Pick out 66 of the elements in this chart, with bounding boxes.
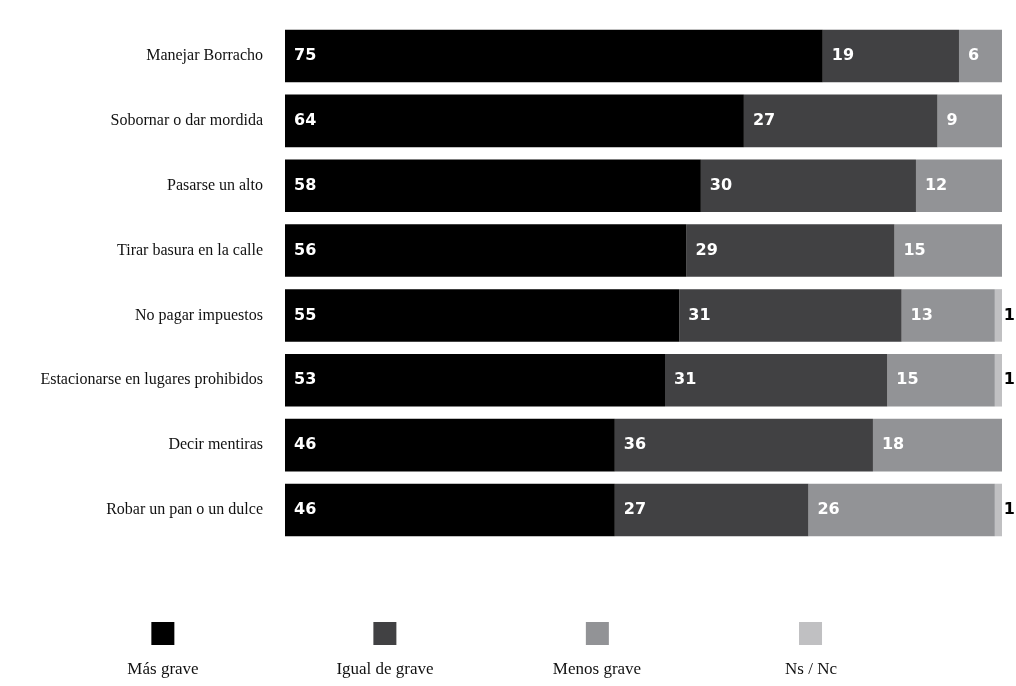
data-label: 58 [294,174,317,194]
bar [743,94,938,148]
bar [285,354,666,407]
bar [285,289,680,342]
data-label: 15 [896,369,919,389]
data-label: 6 [967,45,980,65]
data-label: 1 [1003,304,1015,324]
data-label: 55 [294,304,317,324]
data-label: 12 [924,174,948,194]
data-label: 26 [817,499,840,519]
data-label: 27 [623,499,647,519]
bar [872,418,1002,472]
y-tick-label: No pagar impuestos [135,305,263,324]
bar [285,159,701,212]
data-label: 46 [294,434,317,454]
y-tick-label: Sobornar o dar mordida [110,111,263,129]
y-tick-label: Robar un pan o un dulce [106,500,263,519]
data-label: 31 [688,304,711,324]
bar [822,29,959,83]
bar [894,224,1002,277]
data-label: 36 [623,434,647,454]
data-label: 27 [752,110,776,130]
data-label: 31 [674,369,697,389]
bar [887,354,995,407]
bar [285,224,687,277]
legend-label: Más grave [127,659,199,678]
bar [679,289,902,342]
y-tick-label: Pasarse un alto [167,175,263,193]
y-tick-label: Estacionarse en lugares prohibidos [40,370,263,389]
bar [614,483,809,537]
data-label: 9 [946,110,958,130]
bar [901,289,995,342]
data-label: 53 [294,369,317,389]
data-label: 64 [294,110,317,130]
data-label: 19 [831,45,855,65]
legend-label: Igual de grave [336,659,434,678]
bar [686,224,895,277]
y-tick-label: Decir mentiras [168,435,263,453]
bar [700,159,916,212]
bar [285,418,615,472]
y-tick-label: Tirar basura en la calle [116,240,263,258]
data-label: 46 [294,499,317,519]
data-label: 75 [294,45,317,65]
bar [958,29,1002,83]
legend-label: Ns / Nc [785,659,837,678]
data-label: 13 [910,304,933,324]
bar [665,354,888,407]
bar [994,289,1002,342]
data-label: 30 [709,174,733,194]
data-label: 1 [1003,499,1015,519]
bar [808,483,995,537]
legend-label: Menos grave [552,659,642,678]
bar [285,483,615,537]
data-label: 18 [881,434,905,454]
data-label: 56 [294,239,317,259]
data-label: 15 [903,239,926,259]
bar [994,483,1002,537]
bar [614,418,873,472]
bar [994,354,1002,407]
y-tick-label: Manejar Borracho [146,46,263,65]
data-label: 29 [695,239,718,259]
bar [285,29,823,83]
bar [915,159,1002,212]
bar [937,94,1002,148]
data-label: 1 [1003,369,1015,389]
bar [285,94,744,148]
